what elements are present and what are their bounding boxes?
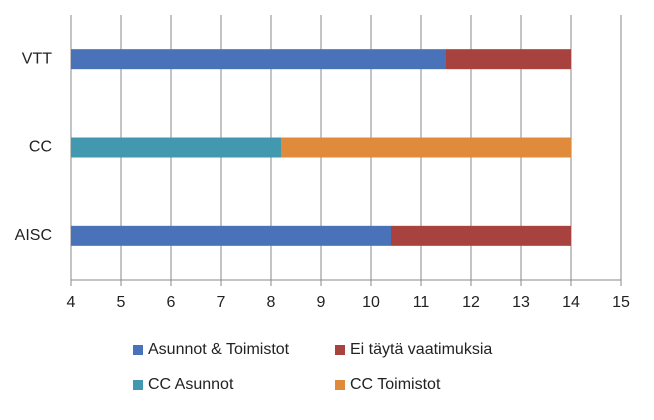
legend-label: CC Toimistot xyxy=(350,376,441,393)
x-tick-label: 4 xyxy=(67,294,76,311)
legend-swatch xyxy=(133,380,143,390)
x-tick-label: 7 xyxy=(217,294,226,311)
x-tick-label: 8 xyxy=(267,294,276,311)
x-tick-label: 14 xyxy=(562,294,580,311)
y-tick-label: VTT xyxy=(22,50,52,67)
x-tick-label: 11 xyxy=(413,294,430,311)
x-tick-label: 10 xyxy=(362,294,380,311)
legend-swatch xyxy=(133,345,143,355)
bar-segment xyxy=(71,49,446,70)
bar-segment xyxy=(391,225,571,246)
x-tick-label: 6 xyxy=(167,294,176,311)
legend-swatch xyxy=(335,380,345,390)
legend-swatch xyxy=(335,345,345,355)
bar-segment xyxy=(281,137,571,158)
x-tick-label: 12 xyxy=(462,294,480,311)
legend-label: Asunnot & Toimistot xyxy=(148,341,290,358)
y-tick-label: CC xyxy=(29,139,52,156)
legend-label: CC Asunnot xyxy=(148,376,234,393)
bar-segment xyxy=(446,49,571,70)
legend-label: Ei täytä vaatimuksia xyxy=(350,341,492,358)
bar-segment xyxy=(71,225,391,246)
y-tick-label: AISC xyxy=(15,227,52,244)
bar-segment xyxy=(71,137,281,158)
x-tick-label: 5 xyxy=(117,294,126,311)
x-tick-label: 15 xyxy=(612,294,630,311)
x-tick-label: 9 xyxy=(317,294,326,311)
x-tick-label: 13 xyxy=(512,294,530,311)
